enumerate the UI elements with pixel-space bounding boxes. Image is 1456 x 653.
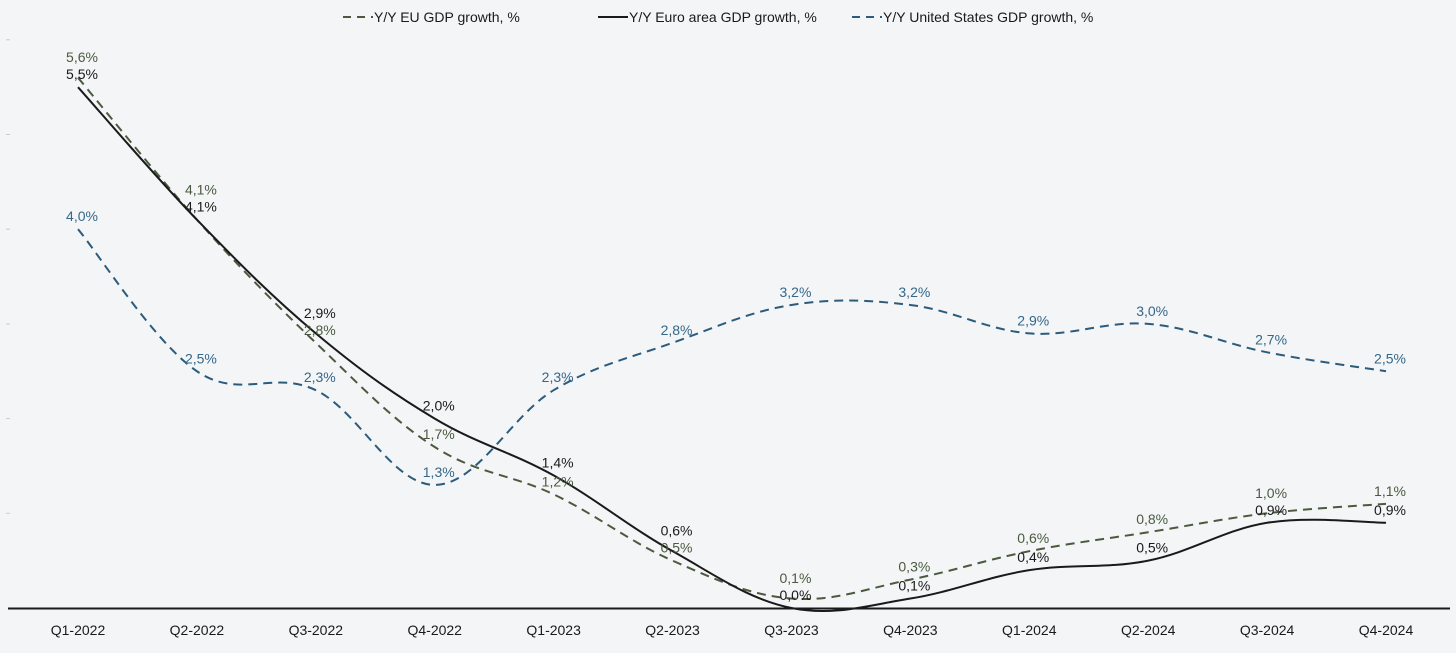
data-label-united-states: 4,0% xyxy=(66,208,98,224)
data-label-euro-area: 2,0% xyxy=(423,398,455,414)
data-label-euro-area: 1,4% xyxy=(542,454,574,470)
data-label-eu: 4,1% xyxy=(185,182,217,198)
data-label-united-states: 2,8% xyxy=(661,322,693,338)
data-label-eu: 0,5% xyxy=(661,540,693,556)
data-label-united-states: 1,3% xyxy=(423,464,455,480)
x-tick-label: Q1-2023 xyxy=(526,622,581,638)
data-label-united-states: 2,5% xyxy=(185,350,217,366)
data-label-eu: 0,1% xyxy=(779,570,811,586)
data-label-euro-area: 5,5% xyxy=(66,66,98,82)
data-label-euro-area: 0,1% xyxy=(898,578,930,594)
legend-label: Y/Y EU GDP growth, % xyxy=(374,9,520,25)
data-label-eu: 0,8% xyxy=(1136,511,1168,527)
x-tick-label: Q2-2024 xyxy=(1121,622,1176,638)
legend-item-euro-area: Y/Y Euro area GDP growth, % xyxy=(598,9,817,25)
x-tick-label: Q3-2022 xyxy=(289,622,344,638)
x-axis-tick-labels: Q1-2022 Q2-2022 Q3-2022 Q4-2022 Q1-2023 Q2-20… xyxy=(51,622,1414,638)
legend-label: Y/Y United States GDP growth, % xyxy=(883,9,1093,25)
data-label-eu: 5,6% xyxy=(66,49,98,65)
data-label-euro-area: 4,1% xyxy=(185,199,217,215)
series-line-euro-area xyxy=(77,86,1387,613)
data-label-euro-area: 0,6% xyxy=(661,523,693,539)
series-line-united-states xyxy=(77,228,1387,486)
data-label-united-states: 3,2% xyxy=(779,284,811,300)
data-label-euro-area: 0,9% xyxy=(1374,502,1406,518)
data-label-eu: 1,1% xyxy=(1374,483,1406,499)
data-label-united-states: 3,2% xyxy=(898,284,930,300)
data-label-euro-area: 2,9% xyxy=(304,305,336,321)
data-label-eu: 1,2% xyxy=(542,473,574,489)
data-label-euro-area: 0,5% xyxy=(1136,540,1168,556)
x-tick-label: Q3-2024 xyxy=(1240,622,1295,638)
legend-item-united-states: Y/Y United States GDP growth, % xyxy=(852,9,1093,25)
x-tick-label: Q1-2022 xyxy=(51,622,106,638)
data-label-euro-area: 0,4% xyxy=(1017,549,1049,565)
legend-item-eu: Y/Y EU GDP growth, % xyxy=(343,9,520,25)
x-tick-label: Q4-2024 xyxy=(1359,622,1414,638)
data-label-euro-area: 0,0% xyxy=(779,587,811,603)
data-label-eu: 2,8% xyxy=(304,322,336,338)
data-label-eu: 0,3% xyxy=(898,559,930,575)
data-label-united-states: 2,7% xyxy=(1255,331,1287,347)
data-labels: 4,0%5,5%5,6%2,5%4,1%4,1%2,3%2,8%2,9%1,3%… xyxy=(66,49,1406,603)
legend-label: Y/Y Euro area GDP growth, % xyxy=(629,9,817,25)
data-label-eu: 1,7% xyxy=(423,426,455,442)
series-lines xyxy=(77,77,1387,613)
data-label-united-states: 3,0% xyxy=(1136,303,1168,319)
x-tick-label: Q2-2022 xyxy=(170,622,225,638)
x-tick-label: Q2-2023 xyxy=(645,622,700,638)
data-label-eu: 0,6% xyxy=(1017,530,1049,546)
series-line-eu xyxy=(77,77,1387,601)
x-tick-label: Q1-2024 xyxy=(1002,622,1057,638)
y-axis-ticks xyxy=(6,39,10,514)
data-label-eu: 1,0% xyxy=(1255,485,1287,501)
x-tick-label: Q4-2022 xyxy=(407,622,462,638)
data-label-united-states: 2,5% xyxy=(1374,350,1406,366)
data-label-united-states: 2,3% xyxy=(542,369,574,385)
x-tick-label: Q4-2023 xyxy=(883,622,938,638)
data-label-united-states: 2,3% xyxy=(304,369,336,385)
x-tick-label: Q3-2023 xyxy=(764,622,819,638)
legend: Y/Y EU GDP growth, % Y/Y Euro area GDP gr… xyxy=(343,9,1093,25)
data-label-euro-area: 0,9% xyxy=(1255,502,1287,518)
data-label-united-states: 2,9% xyxy=(1017,312,1049,328)
